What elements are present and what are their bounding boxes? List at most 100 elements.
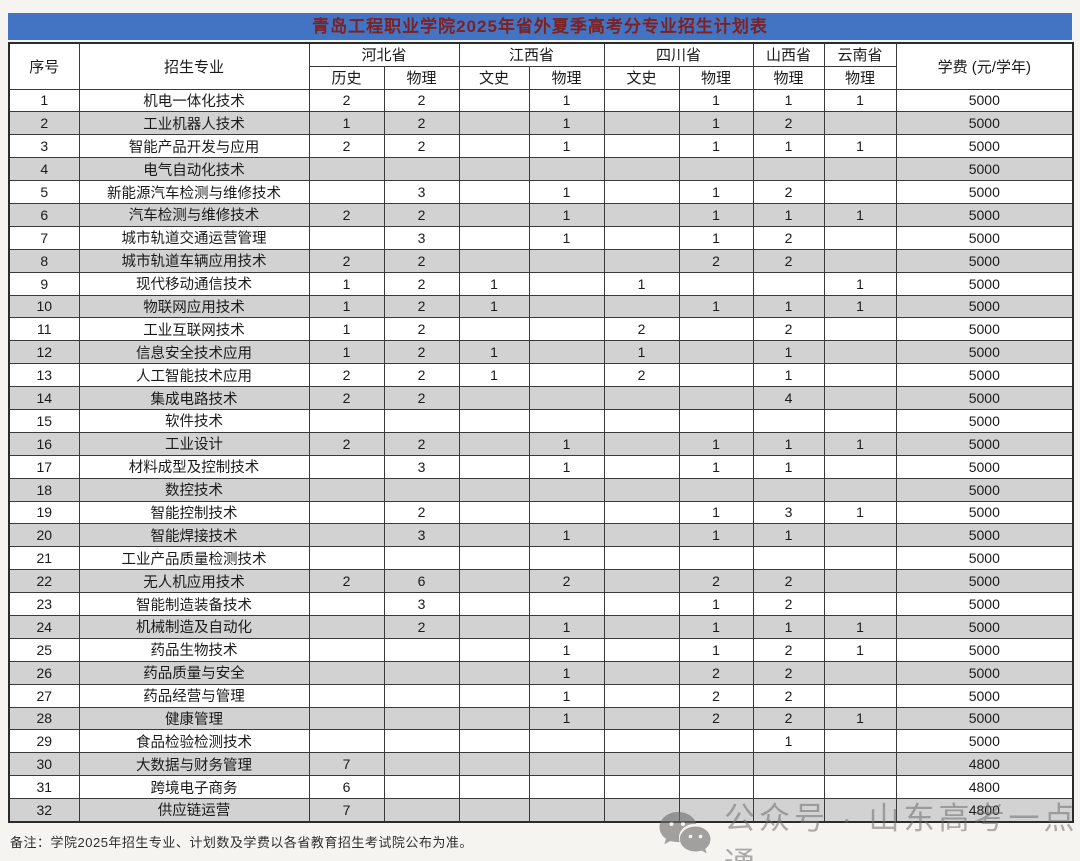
row-number-cell: 13 <box>8 363 80 388</box>
plan-count-cell <box>603 454 680 479</box>
row-number-cell: 3 <box>8 134 80 159</box>
plan-count-cell: 1 <box>458 271 530 296</box>
plan-count-cell <box>458 660 530 685</box>
table-row: 14 集成电路技术 2 2 4 5000 <box>8 386 1074 410</box>
plan-count-cell <box>308 637 385 662</box>
major-name-cell: 信息安全技术应用 <box>78 340 310 365</box>
row-number-cell: 19 <box>8 500 80 525</box>
plan-count-cell: 2 <box>383 317 460 342</box>
plan-count-cell <box>603 592 680 616</box>
table-row: 31 跨境电子商务 6 4800 <box>8 775 1074 800</box>
plan-count-cell <box>458 477 530 502</box>
tuition-cell: 5000 <box>895 202 1074 227</box>
row-number-cell: 6 <box>8 202 80 227</box>
plan-count-cell <box>678 157 754 182</box>
plan-count-cell: 1 <box>528 683 605 708</box>
plan-count-cell <box>603 202 680 227</box>
tuition-cell: 5000 <box>895 225 1074 250</box>
plan-count-cell <box>308 180 385 204</box>
plan-count-cell <box>823 454 897 479</box>
plan-count-cell: 1 <box>528 202 605 227</box>
plan-count-cell: 2 <box>308 202 385 227</box>
table-header: 序号 招生专业 河北省 江西省 四川省 山西省 云南省 学费 (元/学年) 历史… <box>8 42 1074 90</box>
tuition-cell: 5000 <box>895 454 1074 479</box>
plan-count-cell <box>383 157 460 182</box>
table-row: 13 人工智能技术应用 2 2 1 2 1 5000 <box>8 363 1074 388</box>
plan-count-cell <box>383 477 460 502</box>
tuition-cell: 5000 <box>895 294 1074 319</box>
table-title: 青岛工程职业学院2025年省外夏季高考分专业招生计划表 <box>8 13 1072 40</box>
tuition-cell: 4800 <box>895 775 1074 800</box>
plan-count-cell <box>823 363 897 388</box>
header-province-yunnan: 云南省 <box>823 42 897 67</box>
table-row: 2 工业机器人技术 1 2 1 1 2 5000 <box>8 111 1074 136</box>
row-number-cell: 18 <box>8 477 80 502</box>
major-name-cell: 药品质量与安全 <box>78 660 310 685</box>
tuition-cell: 5000 <box>895 637 1074 662</box>
major-name-cell: 健康管理 <box>78 706 310 731</box>
major-name-cell: 工业设计 <box>78 431 310 456</box>
plan-count-cell: 1 <box>752 729 825 754</box>
plan-count-cell: 2 <box>603 363 680 388</box>
table-row: 19 智能控制技术 2 1 3 1 5000 <box>8 500 1074 525</box>
footer-note: 备注：学院2025年招生专业、计划数及学费以各省教育招生考试院公布为准。 <box>10 835 473 850</box>
header-row-subjects: 历史 物理 文史 物理 文史 物理 物理 物理 <box>9 65 1073 90</box>
plan-count-cell <box>603 798 680 822</box>
plan-count-cell <box>823 523 897 548</box>
plan-count-cell: 2 <box>752 569 825 594</box>
plan-count-cell <box>308 683 385 708</box>
plan-count-cell: 1 <box>678 180 754 204</box>
plan-count-cell <box>528 157 605 182</box>
row-number-cell: 32 <box>8 798 80 822</box>
plan-count-cell <box>528 546 605 571</box>
row-number-cell: 22 <box>8 569 80 594</box>
plan-count-cell: 2 <box>383 271 460 296</box>
plan-count-cell: 2 <box>752 180 825 204</box>
plan-count-cell <box>603 111 680 136</box>
header-major: 招生专业 <box>78 42 310 90</box>
plan-count-cell <box>458 408 530 433</box>
tuition-cell: 5000 <box>895 683 1074 708</box>
plan-count-cell <box>308 523 385 548</box>
plan-count-cell: 1 <box>678 134 754 159</box>
plan-count-cell <box>458 706 530 731</box>
plan-count-cell <box>678 546 754 571</box>
plan-count-cell <box>678 363 754 388</box>
row-number-cell: 2 <box>8 111 80 136</box>
plan-count-cell: 1 <box>678 592 754 616</box>
plan-count-cell <box>528 317 605 342</box>
row-number-cell: 27 <box>8 683 80 708</box>
plan-count-cell <box>528 775 605 800</box>
major-name-cell: 现代移动通信技术 <box>78 271 310 296</box>
major-name-cell: 智能产品开发与应用 <box>78 134 310 159</box>
tuition-cell: 5000 <box>895 706 1074 731</box>
plan-count-cell <box>458 592 530 616</box>
tuition-cell: 5000 <box>895 660 1074 685</box>
plan-count-cell: 2 <box>308 134 385 159</box>
plan-count-cell <box>823 225 897 250</box>
tuition-cell: 5000 <box>895 386 1074 410</box>
plan-count-cell <box>603 775 680 800</box>
plan-count-cell <box>603 157 680 182</box>
major-name-cell: 机电一体化技术 <box>78 88 310 113</box>
plan-count-cell <box>603 706 680 731</box>
table-row: 4 电气自动化技术 5000 <box>8 157 1074 182</box>
plan-count-cell: 2 <box>678 683 754 708</box>
plan-count-cell: 1 <box>528 225 605 250</box>
plan-count-cell: 2 <box>383 431 460 456</box>
row-number-cell: 8 <box>8 248 80 273</box>
plan-count-cell <box>383 729 460 754</box>
plan-count-cell: 1 <box>823 614 897 639</box>
table-row: 26 药品质量与安全 1 2 2 5000 <box>8 660 1074 685</box>
table-row: 9 现代移动通信技术 1 2 1 1 1 5000 <box>8 271 1074 296</box>
row-number-cell: 1 <box>8 88 80 113</box>
major-name-cell: 物联网应用技术 <box>78 294 310 319</box>
major-name-cell: 大数据与财务管理 <box>78 752 310 777</box>
plan-count-cell: 1 <box>528 180 605 204</box>
plan-count-cell: 1 <box>678 431 754 456</box>
plan-count-cell <box>603 683 680 708</box>
plan-count-cell: 2 <box>678 706 754 731</box>
plan-count-cell <box>458 637 530 662</box>
plan-count-cell <box>823 592 897 616</box>
plan-count-cell <box>823 157 897 182</box>
